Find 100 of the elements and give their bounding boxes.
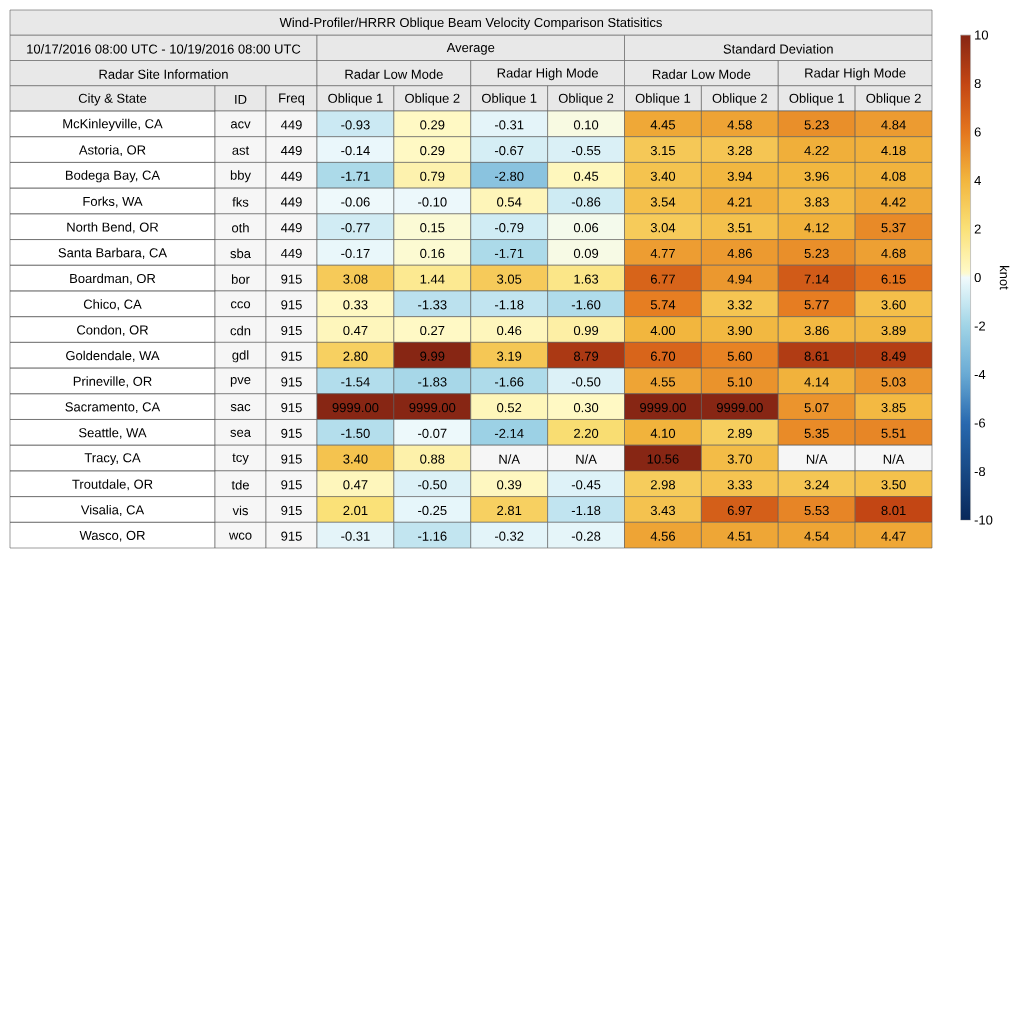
data-label: 4.12 [804,223,829,233]
y-tick-label: McKinleyville, CA [63,118,163,131]
data-label: 4.18 [881,145,906,156]
y-tick-label: Chico, CA [83,299,142,311]
text: N/A [499,454,520,464]
x-tick-label: Freq [279,93,305,106]
y-tick-label: Astoria, OR [78,145,146,157]
data-label: 5.23 [804,248,829,258]
data-label: 2.01 [343,505,368,516]
data-label: -1.60 [571,300,601,310]
y-tick-label: Tracy, CA [84,453,141,465]
data-label: 3.40 [650,171,676,181]
data-label: -0.50 [418,480,447,490]
data-label: 5.77 [804,300,829,310]
data-label: -2.80 [494,171,524,181]
text: bor [231,274,250,284]
text: 915 [281,428,302,438]
data-label: 4.22 [804,146,829,156]
data-label: 4.51 [727,531,752,541]
data-label: 3.51 [727,223,752,233]
text: ast [232,146,250,155]
data-label: 2.80 [343,351,368,361]
data-label: 0.47 [343,325,368,336]
data-label: 8.61 [804,351,829,361]
data-label: 0.06 [573,223,599,233]
data-label: 3.08 [343,274,368,284]
data-label: 5.60 [727,351,752,361]
data-label: 6.15 [881,274,906,284]
data-label: 3.24 [804,480,829,490]
data-label: 0.47 [343,480,368,490]
data-label: 4.54 [804,531,829,541]
chart-title: Wind-Profiler/HRRR Oblique Beam Velocity Comparison Statisitics [279,17,662,30]
y-axis-title: City & State [78,93,147,106]
data-label: 0.99 [573,325,599,336]
text: 915 [281,480,302,490]
y-tick-label: Goldendale, WA [66,350,160,362]
data-label: 3.83 [804,197,829,207]
data-label: -1.71 [494,248,524,258]
data-label: 5.74 [650,300,676,310]
data-label: 0.46 [497,325,522,336]
data-label: 0.10 [573,120,599,130]
text: Radar Low Mode [652,69,751,79]
text: cco [230,301,251,309]
text: wco [228,532,252,540]
data-label: -2.14 [494,428,524,438]
data-label: 3.60 [881,300,906,310]
data-label: 3.96 [804,171,829,181]
data-label: 3.33 [727,480,752,490]
data-label: -0.86 [571,197,601,207]
data-label: 4.14 [804,377,829,387]
data-label: 4.47 [881,531,906,541]
text: 915 [281,377,302,387]
x-tick-label: ID [235,94,247,104]
data-label: -1.83 [418,377,447,387]
color-bar-title: knot [999,266,1010,290]
data-label: 9.99 [420,351,445,361]
text: oth [232,222,249,233]
data-label: 3.70 [727,454,752,464]
text: 915 [281,325,302,336]
data-label: 4.94 [727,274,753,284]
data-label: -0.10 [418,197,447,207]
text: 449 [280,145,302,156]
text: Radar High Mode [805,68,906,81]
data-label: -1.18 [494,300,524,310]
data-label: 8.49 [881,351,906,361]
text: fks [232,197,249,207]
data-label: -0.06 [341,197,370,207]
x-tick-label: Oblique 2 [405,93,460,106]
text: N/A [806,454,828,464]
data-label: -1.71 [341,171,370,181]
y-tick-label: Bodega Bay, CA [65,170,161,183]
data-label: 6.97 [727,505,752,516]
data-label: 8.01 [881,505,906,516]
color-bar-label: 6 [974,127,981,137]
data-label: -0.32 [494,531,524,541]
data-label: -0.93 [341,120,370,130]
data-label: 9999.00 [640,403,686,413]
data-label: 4.77 [650,248,675,258]
color-bar-label: -10 [974,515,993,525]
data-label: 5.23 [804,120,829,130]
data-label: 0.54 [497,197,522,207]
color-bar-label: 2 [974,224,981,234]
data-label: 5.03 [881,377,906,387]
data-label: -0.45 [571,480,601,490]
text: 915 [281,531,302,541]
data-label: 0.16 [420,248,445,258]
data-label: 3.89 [881,325,906,336]
y-tick-label: Sacramento, CA [65,402,161,413]
data-label: 7.14 [804,274,829,284]
color-bar-label: 4 [974,176,981,185]
data-label: 9999.00 [716,403,763,413]
data-label: 4.84 [881,120,906,130]
text: sba [230,248,251,259]
color-bar-label: -4 [974,370,986,379]
data-label: 3.32 [727,300,752,310]
color-bar-label: -2 [974,321,985,331]
data-label: 3.86 [804,325,829,336]
data-label: 3.94 [727,171,753,181]
data-label: -1.54 [341,377,370,387]
text: 449 [280,223,302,233]
